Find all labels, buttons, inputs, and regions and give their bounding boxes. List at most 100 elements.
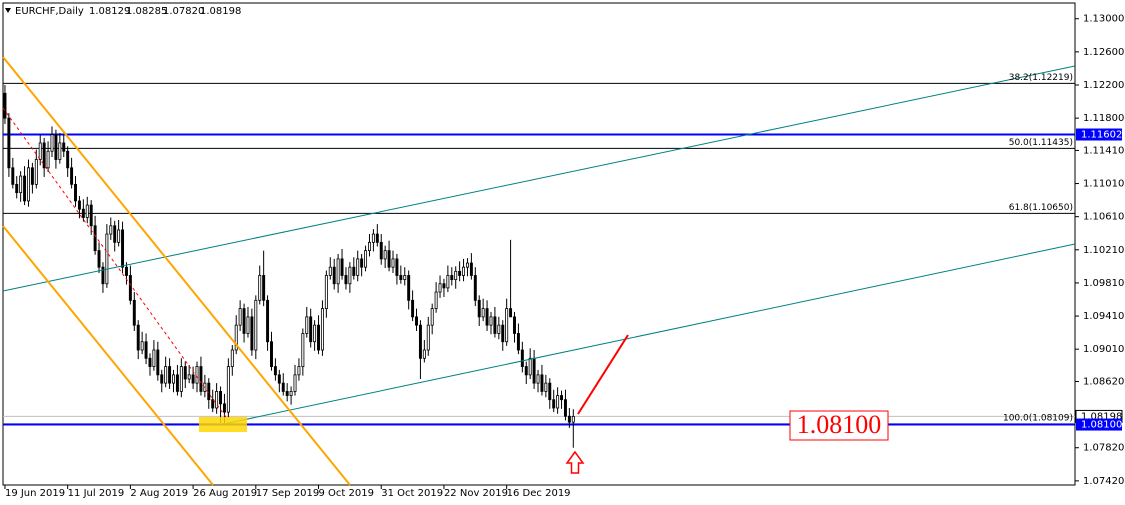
candle-body: [70, 167, 74, 185]
candle-body: [46, 150, 50, 169]
candle-body: [509, 308, 513, 318]
candle-body: [497, 324, 501, 334]
header-high: 1.08285: [126, 6, 167, 17]
candle-body: [328, 266, 332, 276]
candle-body: [524, 366, 528, 376]
y-tick-label: 1.07420: [1083, 476, 1124, 487]
candle-body: [505, 308, 509, 343]
candle-body: [266, 299, 270, 343]
candle-body: [430, 308, 434, 326]
candle-body: [536, 374, 540, 384]
candle-body: [26, 167, 30, 202]
x-tick-label: 2 Aug 2019: [130, 488, 188, 499]
candle-body: [246, 316, 250, 334]
candle-body: [262, 275, 266, 301]
plot-frame: [2, 2, 1076, 486]
candle-body: [74, 183, 77, 202]
candle-body: [356, 258, 360, 276]
candle-body: [301, 333, 305, 367]
candle-body: [277, 374, 281, 384]
candle-body: [77, 200, 81, 210]
candle-body: [242, 308, 246, 334]
candle-body: [446, 275, 450, 289]
candle-body: [548, 382, 552, 401]
candle-body: [222, 403, 226, 413]
candle-body: [215, 391, 219, 409]
candle-body: [250, 316, 254, 351]
candle-body: [3, 92, 7, 119]
candle-body: [450, 275, 454, 281]
candle-body: [313, 324, 317, 343]
candle-body: [34, 159, 38, 185]
price-label: 1.08198: [1081, 411, 1122, 422]
candle-body: [465, 262, 469, 268]
y-tick-label: 1.12600: [1083, 47, 1124, 58]
x-tick-label: 16 Dec 2019: [507, 488, 571, 499]
candle-body: [391, 258, 395, 268]
y-tick-label: 1.13000: [1083, 14, 1124, 25]
y-tick-label: 1.07820: [1083, 443, 1124, 454]
candle-body: [556, 395, 560, 409]
candle-body: [317, 324, 321, 351]
up-arrow: [565, 450, 585, 474]
candle-body: [148, 357, 152, 367]
candle-body: [85, 204, 89, 218]
candle-body: [62, 142, 66, 152]
x-tick-label: 11 Jul 2019: [68, 488, 125, 499]
x-tick-label: 26 Aug 2019: [193, 488, 257, 499]
candle-body: [66, 150, 70, 169]
x-tick-label: 19 Jun 2019: [5, 488, 65, 499]
header-symbol: EURCHF,Daily: [15, 6, 84, 17]
candle-body: [89, 204, 93, 227]
candle-body: [332, 266, 336, 285]
candle-body: [415, 316, 418, 326]
candle-body: [144, 341, 148, 359]
candle-body: [23, 175, 27, 202]
header-open: 1.08129: [89, 6, 130, 17]
candle-body: [305, 316, 309, 334]
candle-body: [454, 270, 458, 281]
candle-body: [19, 175, 23, 194]
trend-objects: [2, 56, 1076, 486]
header-triangle: [5, 8, 11, 13]
level-label: 1.08100: [1081, 420, 1122, 431]
y-tick-label: 1.08620: [1083, 376, 1124, 387]
candle-body: [403, 275, 407, 281]
candle-body: [30, 167, 34, 185]
y-tick-label: 1.09010: [1083, 344, 1124, 355]
candle-body: [368, 241, 371, 252]
candle-body: [383, 250, 387, 260]
candle-body: [469, 262, 473, 276]
candle-body: [58, 142, 62, 160]
candle-body: [238, 308, 242, 326]
level-label: 1.11602: [1081, 130, 1122, 141]
candle-body: [336, 258, 340, 285]
candle-body: [156, 349, 160, 376]
candle-body: [344, 275, 348, 285]
candle-body: [117, 229, 121, 243]
candle-body: [183, 366, 187, 380]
candle-body: [81, 208, 85, 218]
candle-body: [348, 266, 352, 285]
candle-body: [477, 299, 481, 318]
down-channel-line: [2, 225, 214, 486]
candle-body: [97, 250, 101, 268]
candle-body: [140, 341, 144, 351]
candle-body: [364, 250, 368, 268]
marks: [3, 82, 1075, 448]
candle-body: [164, 366, 168, 384]
candle-body: [540, 374, 544, 392]
candle-body: [571, 416, 575, 423]
candle-body: [340, 258, 344, 276]
candle-body: [387, 250, 391, 268]
candle-body: [289, 391, 293, 396]
candle-body: [230, 349, 234, 367]
y-tick-label: 1.09810: [1083, 278, 1124, 289]
candle-body: [395, 258, 399, 276]
candle-body: [375, 233, 379, 243]
candle-body: [234, 324, 238, 351]
fib-label: 50.0(1.11435): [1009, 138, 1073, 148]
fib-label: 61.8(1.10650): [1009, 203, 1073, 213]
level-label-box: [1076, 418, 1122, 431]
